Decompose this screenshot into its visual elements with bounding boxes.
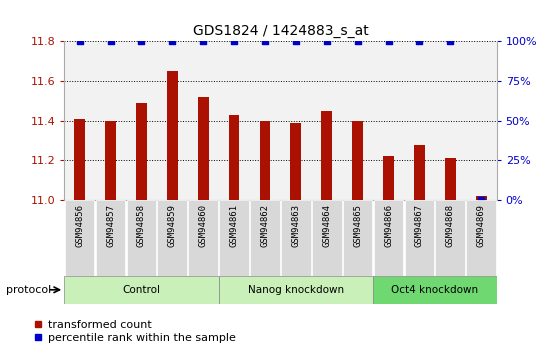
Point (137, 39, 146, 44)
Point (75, 39, 84, 44)
Bar (126, 41, 157, 200)
Bar (373, 41, 404, 200)
Bar (405, 200, 434, 276)
Bar (445, 158, 456, 200)
Bar (219, 200, 249, 276)
Point (106, 39, 115, 44)
Text: GSM94867: GSM94867 (415, 204, 424, 247)
Bar (74, 119, 85, 200)
Point (415, 39, 424, 44)
Point (199, 39, 208, 44)
Bar (157, 200, 187, 276)
Text: GSM94869: GSM94869 (477, 204, 485, 247)
Bar (466, 41, 497, 200)
Bar (167, 71, 177, 200)
Point (446, 39, 455, 44)
Bar (219, 41, 249, 200)
Bar (157, 41, 187, 200)
Point (477, 197, 485, 203)
Bar (259, 121, 271, 200)
Bar (311, 41, 342, 200)
Text: GSM94864: GSM94864 (322, 204, 331, 247)
Bar (435, 200, 465, 276)
Bar (321, 111, 332, 200)
Bar (95, 200, 126, 276)
Bar (342, 41, 373, 200)
Point (229, 39, 238, 44)
Point (323, 39, 331, 44)
Bar (219, 276, 373, 304)
Bar (435, 41, 466, 200)
Text: GSM94859: GSM94859 (168, 204, 177, 247)
Text: GSM94865: GSM94865 (353, 204, 362, 247)
Title: GDS1824 / 1424883_s_at: GDS1824 / 1424883_s_at (193, 23, 368, 38)
Text: Control: Control (122, 285, 160, 295)
Point (353, 39, 362, 44)
Bar (280, 41, 311, 200)
Text: protocol: protocol (6, 285, 51, 295)
Bar (352, 121, 363, 200)
Bar (105, 121, 116, 200)
Point (168, 39, 177, 44)
Text: GSM94868: GSM94868 (446, 204, 455, 247)
Bar (414, 145, 425, 200)
Bar (229, 115, 239, 200)
Bar (476, 196, 487, 200)
Text: GSM94862: GSM94862 (261, 204, 270, 247)
Bar (404, 41, 435, 200)
Text: GSM94856: GSM94856 (75, 204, 84, 247)
Bar (250, 200, 280, 276)
Bar (466, 200, 496, 276)
Bar (343, 200, 372, 276)
Text: GSM94857: GSM94857 (106, 204, 115, 247)
Text: GSM94860: GSM94860 (199, 204, 208, 247)
Point (261, 39, 270, 44)
Bar (127, 200, 156, 276)
Legend: transformed count, percentile rank within the sample: transformed count, percentile rank withi… (33, 319, 236, 343)
Bar (374, 200, 403, 276)
Text: Nanog knockdown: Nanog knockdown (248, 285, 344, 295)
Point (384, 39, 393, 44)
Text: GSM94861: GSM94861 (229, 204, 239, 247)
Point (291, 39, 300, 44)
Bar (383, 156, 394, 200)
Text: Oct4 knockdown: Oct4 knockdown (391, 285, 478, 295)
Bar (373, 276, 497, 304)
Bar (290, 123, 301, 200)
Bar (64, 276, 219, 304)
Bar (189, 200, 218, 276)
Text: GSM94866: GSM94866 (384, 204, 393, 247)
Bar (187, 41, 219, 200)
Text: GSM94863: GSM94863 (291, 204, 300, 247)
Bar (249, 41, 280, 200)
Bar (281, 200, 311, 276)
Bar (198, 97, 209, 200)
Text: GSM94858: GSM94858 (137, 204, 146, 247)
Bar (95, 41, 126, 200)
Bar (136, 103, 147, 200)
Bar (64, 41, 95, 200)
Bar (65, 200, 94, 276)
Bar (312, 200, 341, 276)
